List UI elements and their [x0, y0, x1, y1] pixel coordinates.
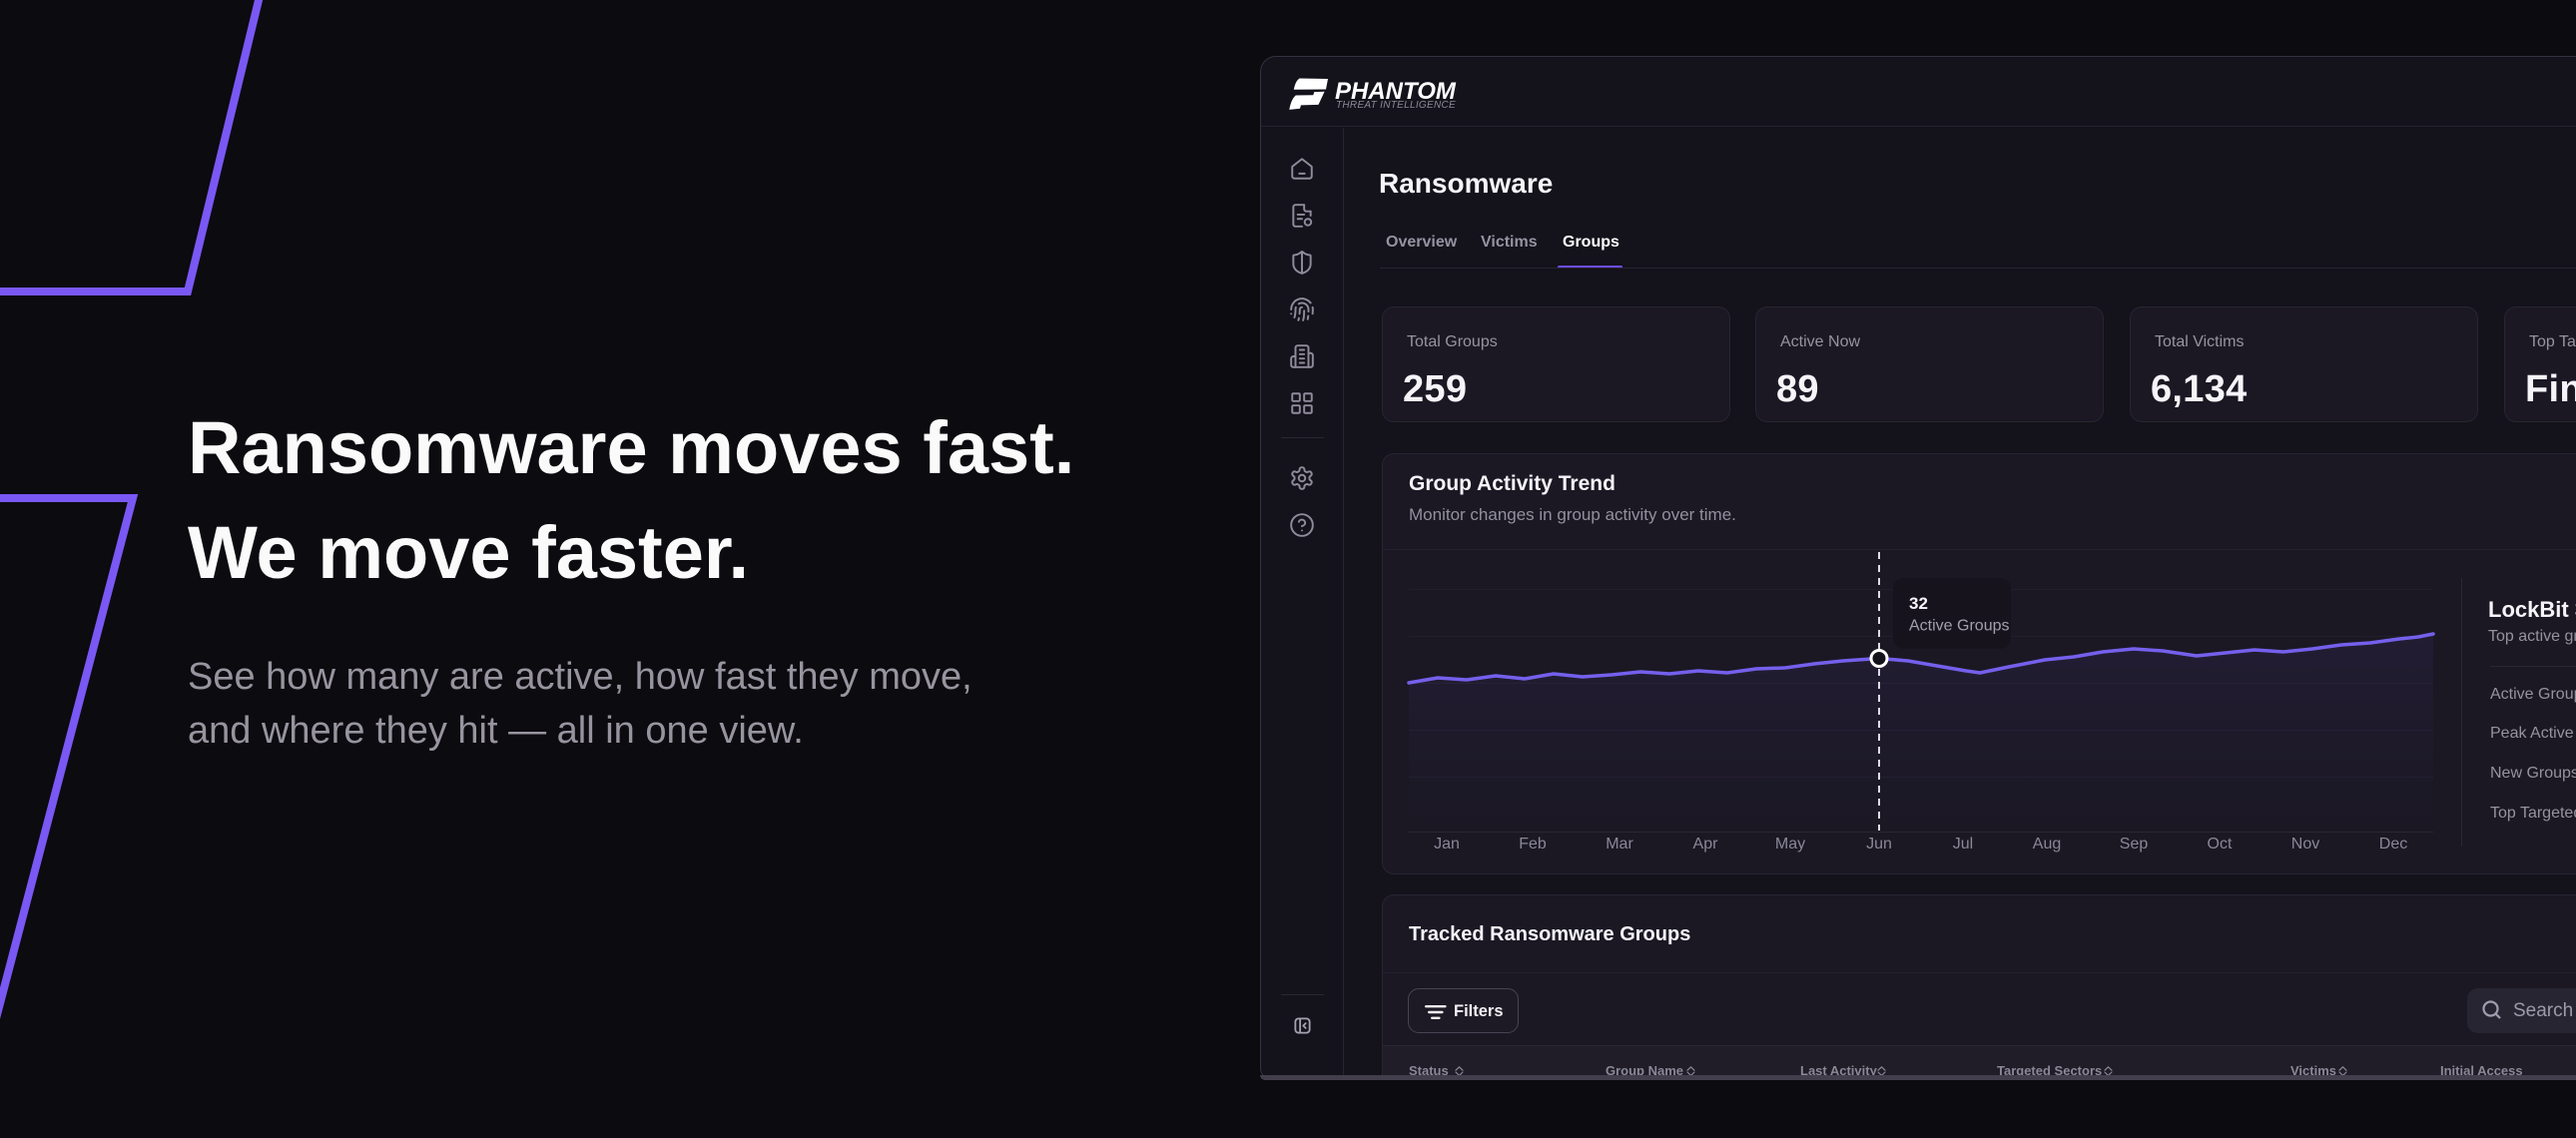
svg-text:Sep: Sep [2120, 836, 2149, 853]
svg-text:Targeted Sectors: Targeted Sectors [1997, 1063, 2102, 1078]
svg-text:Status: Status [1409, 1063, 1449, 1078]
svg-text:Nov: Nov [2291, 836, 2319, 853]
svg-text:Initial Access: Initial Access [2440, 1063, 2523, 1078]
svg-text:Feb: Feb [1519, 836, 1547, 853]
svg-text:32: 32 [1909, 594, 1928, 613]
svg-text:Group Name: Group Name [1606, 1063, 1683, 1078]
svg-text:Mar: Mar [1606, 836, 1633, 853]
svg-text:Dec: Dec [2379, 836, 2407, 853]
svg-text:Jan: Jan [1434, 836, 1460, 853]
svg-text:New Groups: New Groups [2490, 765, 2576, 782]
svg-text:Peak Active: Peak Active [2490, 725, 2574, 742]
svg-text:Victims: Victims [2290, 1063, 2336, 1078]
svg-text:Top Targeted: Top Targeted [2490, 805, 2576, 822]
svg-text:Jun: Jun [1866, 836, 1892, 853]
svg-text:Oct: Oct [2208, 836, 2233, 853]
svg-text:Active Groups: Active Groups [2490, 686, 2576, 703]
svg-text:May: May [1775, 836, 1805, 853]
svg-text:Jul: Jul [1953, 836, 1973, 853]
svg-text:Top active group this year: Top active group this year [2488, 628, 2576, 645]
svg-text:Last Activity: Last Activity [1800, 1063, 1878, 1078]
svg-text:Active Groups: Active Groups [1909, 618, 2009, 635]
svg-text:Aug: Aug [2033, 836, 2061, 853]
svg-text:LockBit 3.0: LockBit 3.0 [2488, 597, 2576, 622]
svg-text:Apr: Apr [1693, 836, 1719, 853]
